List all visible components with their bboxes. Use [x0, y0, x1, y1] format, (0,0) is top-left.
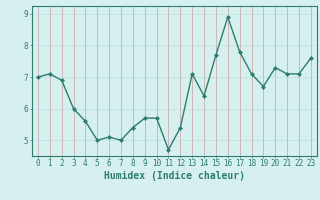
X-axis label: Humidex (Indice chaleur): Humidex (Indice chaleur)	[104, 171, 245, 181]
